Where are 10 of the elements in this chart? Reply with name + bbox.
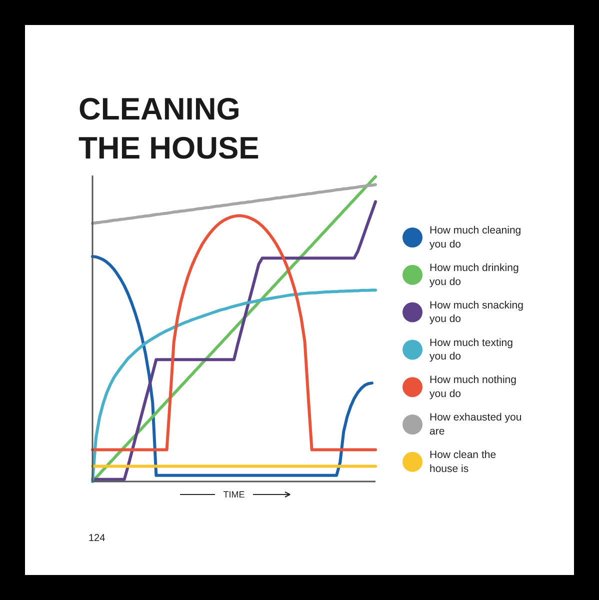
text: 124	[88, 533, 106, 544]
legend-label: How much snacking you do	[430, 299, 524, 326]
legend-label: How much nothing you do	[430, 374, 517, 400]
chart-title: CLEANING THE HOUSE	[78, 91, 260, 166]
legend-label: How much texting you do	[430, 336, 514, 363]
legend-label: How much cleaning you do	[430, 224, 522, 250]
legend-label: How much drinking you do	[430, 262, 519, 288]
legend-label: How exhausted you are	[430, 412, 522, 438]
x-axis-title: TIME	[223, 490, 245, 500]
legend-label: How clean the house is	[430, 449, 496, 475]
